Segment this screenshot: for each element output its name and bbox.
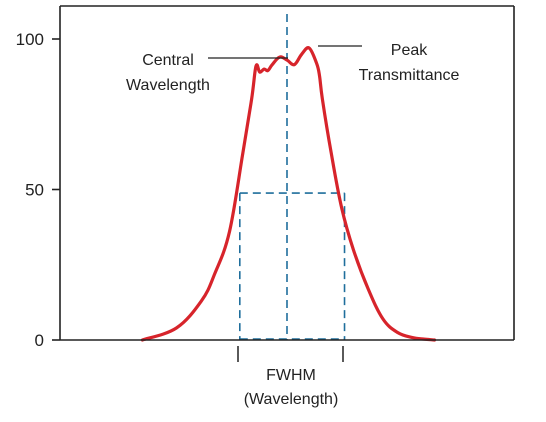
guides-layer	[239, 14, 346, 340]
peak-transmittance-label-line2: Transmittance	[359, 67, 460, 84]
axes-layer	[59, 5, 515, 341]
series-layer	[140, 46, 437, 342]
y-tick-label: 0	[35, 331, 44, 350]
central-wavelength-label-line2: Wavelength	[126, 77, 210, 94]
annotation-layer: Central Wavelength Peak Transmittance FW…	[126, 42, 459, 408]
ticks-layer: 0 50 100	[16, 30, 60, 350]
central-wavelength-label-line1: Central	[142, 52, 194, 69]
peak-transmittance-label-line1: Peak	[391, 42, 428, 59]
x-axis-label-line1: FWHM	[266, 367, 316, 384]
y-tick-label: 100	[16, 30, 44, 49]
y-tick-label: 50	[25, 181, 44, 200]
transmission-curve	[140, 46, 437, 342]
x-axis-label-line2: (Wavelength)	[244, 391, 339, 408]
